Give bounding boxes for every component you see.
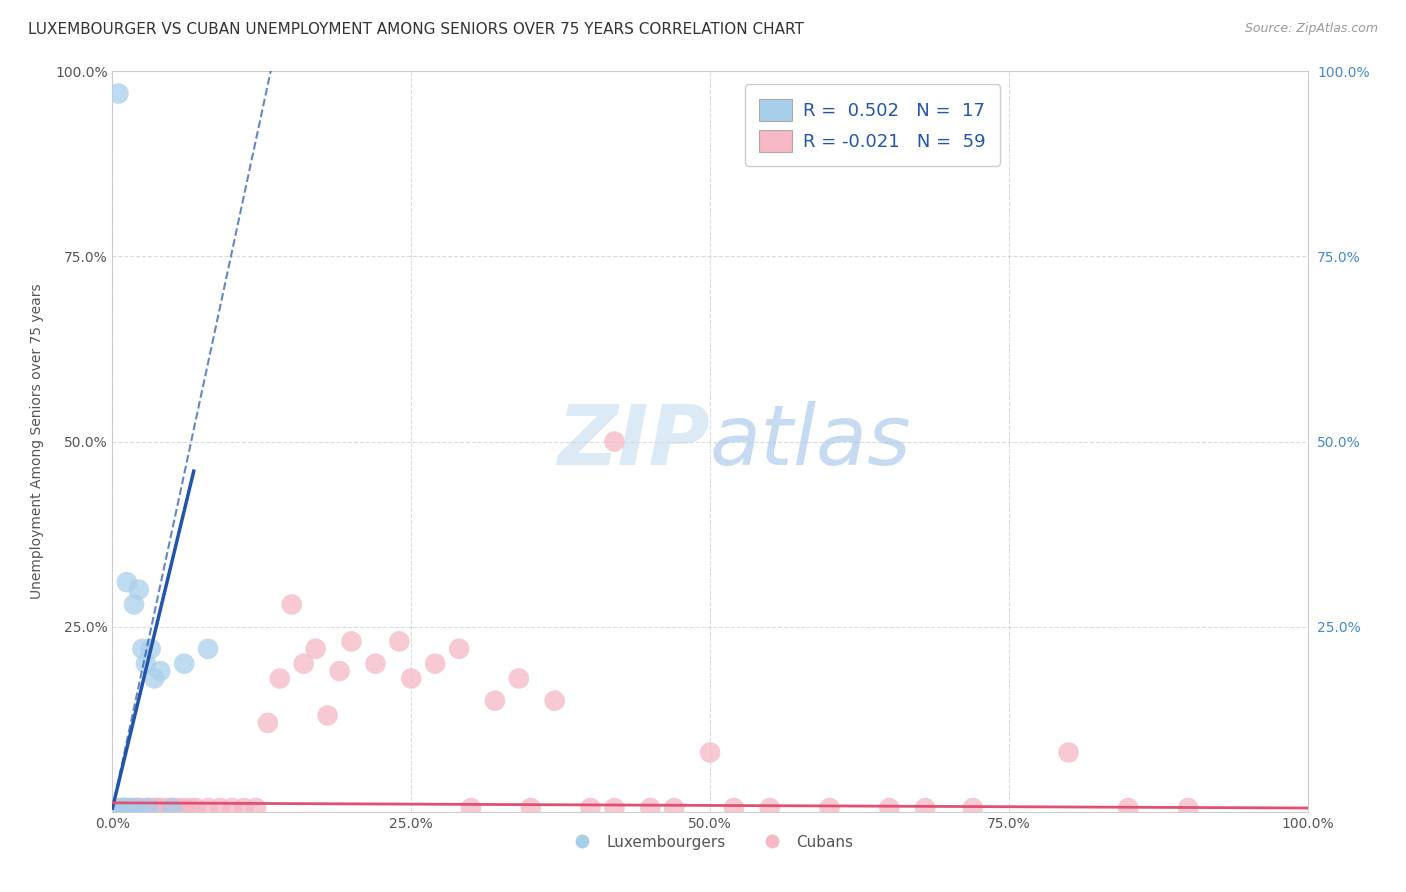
Point — [316, 708, 339, 723]
Point — [173, 801, 195, 815]
Point — [186, 801, 208, 815]
Point — [292, 657, 315, 671]
Point — [329, 664, 352, 678]
Point — [257, 715, 280, 730]
Point — [664, 801, 686, 815]
Point — [914, 801, 936, 815]
Point — [425, 657, 447, 671]
Point — [233, 801, 256, 815]
Point — [139, 641, 162, 656]
Point — [120, 801, 142, 815]
Point — [388, 634, 411, 648]
Point — [508, 672, 530, 686]
Point — [146, 801, 169, 815]
Point — [162, 801, 183, 815]
Point — [364, 657, 387, 671]
Point — [107, 87, 129, 101]
Point — [723, 801, 745, 815]
Point — [1057, 746, 1080, 760]
Point — [162, 801, 183, 815]
Y-axis label: Unemployment Among Seniors over 75 years: Unemployment Among Seniors over 75 years — [30, 284, 44, 599]
Point — [111, 801, 134, 815]
Point — [305, 641, 328, 656]
Point — [122, 801, 145, 815]
Point — [340, 634, 363, 648]
Point — [167, 801, 190, 815]
Point — [603, 801, 626, 815]
Point — [125, 801, 148, 815]
Point — [401, 672, 423, 686]
Point — [107, 801, 129, 815]
Point — [125, 801, 148, 815]
Point — [143, 801, 166, 815]
Point — [139, 801, 162, 815]
Point — [135, 801, 157, 815]
Point — [143, 672, 166, 686]
Point — [179, 801, 201, 815]
Point — [699, 746, 721, 760]
Point — [114, 801, 135, 815]
Point — [640, 801, 662, 815]
Point — [245, 801, 267, 815]
Point — [135, 657, 157, 671]
Point — [122, 598, 145, 612]
Point — [484, 694, 506, 708]
Text: Source: ZipAtlas.com: Source: ZipAtlas.com — [1244, 22, 1378, 36]
Point — [759, 801, 782, 815]
Point — [138, 801, 160, 815]
Point — [603, 434, 626, 449]
Point — [149, 801, 172, 815]
Text: LUXEMBOURGER VS CUBAN UNEMPLOYMENT AMONG SENIORS OVER 75 YEARS CORRELATION CHART: LUXEMBOURGER VS CUBAN UNEMPLOYMENT AMONG… — [28, 22, 804, 37]
Point — [543, 694, 565, 708]
Point — [197, 641, 219, 656]
Point — [120, 801, 142, 815]
Point — [209, 801, 232, 815]
Legend: Luxembourgers, Cubans: Luxembourgers, Cubans — [561, 829, 859, 856]
Point — [460, 801, 482, 815]
Point — [111, 801, 134, 815]
Point — [128, 582, 150, 597]
Point — [962, 801, 984, 815]
Point — [115, 575, 138, 590]
Point — [1177, 801, 1199, 815]
Point — [149, 664, 172, 678]
Point — [128, 801, 150, 815]
Point — [155, 801, 177, 815]
Point — [221, 801, 243, 815]
Point — [197, 801, 219, 815]
Point — [114, 801, 135, 815]
Point — [115, 801, 138, 815]
Point — [281, 598, 304, 612]
Point — [520, 801, 543, 815]
Point — [579, 801, 602, 815]
Point — [879, 801, 901, 815]
Point — [173, 657, 195, 671]
Point — [269, 672, 291, 686]
Point — [131, 801, 153, 815]
Point — [818, 801, 841, 815]
Point — [131, 641, 153, 656]
Point — [138, 801, 160, 815]
Point — [447, 641, 470, 656]
Point — [1118, 801, 1140, 815]
Text: ZIP: ZIP — [557, 401, 710, 482]
Text: atlas: atlas — [710, 401, 911, 482]
